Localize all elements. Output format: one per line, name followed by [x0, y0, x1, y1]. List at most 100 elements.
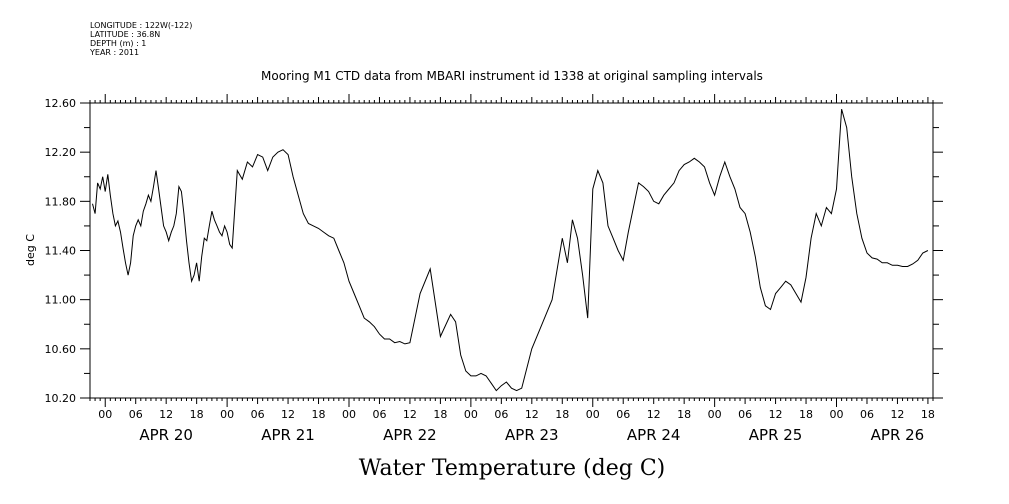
data-point	[734, 189, 735, 190]
data-point	[354, 293, 355, 294]
data-point	[394, 342, 395, 343]
x-tick-label: 18	[555, 408, 569, 421]
data-point	[156, 170, 157, 171]
data-point	[709, 182, 710, 183]
chart-title: Mooring M1 CTD data from MBARI instrumen…	[261, 69, 763, 83]
data-point	[724, 162, 725, 163]
data-point	[181, 191, 182, 192]
data-point	[877, 259, 878, 260]
data-point	[277, 152, 278, 153]
date-label: APR 24	[627, 426, 681, 444]
data-point	[272, 157, 273, 158]
data-point	[303, 213, 304, 214]
data-point	[168, 240, 169, 241]
data-point	[102, 176, 103, 177]
data-point	[719, 176, 720, 177]
data-point	[257, 154, 258, 155]
data-point	[209, 225, 210, 226]
data-point	[729, 176, 730, 177]
data-point	[653, 201, 654, 202]
x-tick-label: 00	[342, 408, 356, 421]
data-point	[618, 250, 619, 251]
data-point	[95, 213, 96, 214]
data-point	[374, 326, 375, 327]
data-point	[927, 250, 928, 251]
data-point	[831, 213, 832, 214]
meta-latitude: LATITUDE : 36.8N	[90, 30, 161, 39]
data-point	[173, 225, 174, 226]
data-point	[785, 281, 786, 282]
meta-depth: DEPTH (m) : 1	[90, 39, 147, 48]
data-point	[663, 195, 664, 196]
data-point	[922, 253, 923, 254]
meta-year: YEAR : 2011	[90, 48, 140, 57]
data-point	[643, 186, 644, 187]
data-point	[409, 342, 410, 343]
data-point	[872, 257, 873, 258]
data-point	[107, 174, 108, 175]
data-point	[145, 203, 146, 204]
x-axis-label: Water Temperature (deg C)	[359, 456, 666, 481]
x-tick-label: 06	[372, 408, 386, 421]
data-point	[821, 225, 822, 226]
data-point	[826, 207, 827, 208]
data-point	[491, 383, 492, 384]
data-point	[163, 225, 164, 226]
data-point	[97, 182, 98, 183]
data-point	[161, 207, 162, 208]
data-point	[123, 248, 124, 249]
data-point	[704, 166, 705, 167]
data-point	[211, 211, 212, 212]
date-labels: APR 20 APR 21 APR 22 APR 23 APR 24 APR 25 APR …	[139, 426, 924, 444]
meta-longitude: LONGITUDE : 122W(-122)	[90, 21, 193, 30]
date-label: APR 20	[139, 426, 193, 444]
x-tick-label: 06	[860, 408, 874, 421]
data-point	[740, 207, 741, 208]
data-point	[224, 225, 225, 226]
data-point	[186, 240, 187, 241]
data-point	[592, 189, 593, 190]
data-point	[92, 203, 93, 204]
date-label: APR 22	[383, 426, 437, 444]
data-point	[242, 179, 243, 180]
data-point	[333, 238, 334, 239]
date-label: APR 25	[749, 426, 803, 444]
data-point	[851, 176, 852, 177]
data-point	[750, 232, 751, 233]
x-tick-label: 06	[251, 408, 265, 421]
x-tick-label: 00	[708, 408, 722, 421]
data-point	[222, 235, 223, 236]
data-point	[166, 232, 167, 233]
data-point	[801, 302, 802, 303]
data-point	[364, 318, 365, 319]
x-tick-labels: 00 06 12 18 00 06 12 18 00 06 12 18 00 06 12 18 00 06 12 18…	[98, 408, 935, 421]
y-tick-label: 11.40	[45, 245, 77, 258]
data-point	[892, 265, 893, 266]
data-point	[323, 232, 324, 233]
data-point	[308, 223, 309, 224]
data-point	[148, 195, 149, 196]
data-point	[755, 256, 756, 257]
y-tick-label: 12.60	[45, 97, 77, 110]
data-point	[100, 189, 101, 190]
data-point	[679, 170, 680, 171]
data-point	[217, 225, 218, 226]
data-point	[262, 157, 263, 158]
data-point	[516, 390, 517, 391]
data-point	[115, 225, 116, 226]
x-tick-label: 18	[433, 408, 447, 421]
data-point	[120, 232, 121, 233]
date-label: APR 21	[261, 426, 315, 444]
data-point	[806, 277, 807, 278]
data-point	[856, 213, 857, 214]
data-point	[912, 264, 913, 265]
data-point	[420, 293, 421, 294]
data-point	[135, 225, 136, 226]
x-tick-label: 06	[616, 408, 630, 421]
tick-marks	[80, 94, 943, 407]
x-tick-label: 00	[586, 408, 600, 421]
data-point	[628, 232, 629, 233]
data-point	[399, 341, 400, 342]
x-tick-label: 18	[921, 408, 935, 421]
data-point	[389, 339, 390, 340]
